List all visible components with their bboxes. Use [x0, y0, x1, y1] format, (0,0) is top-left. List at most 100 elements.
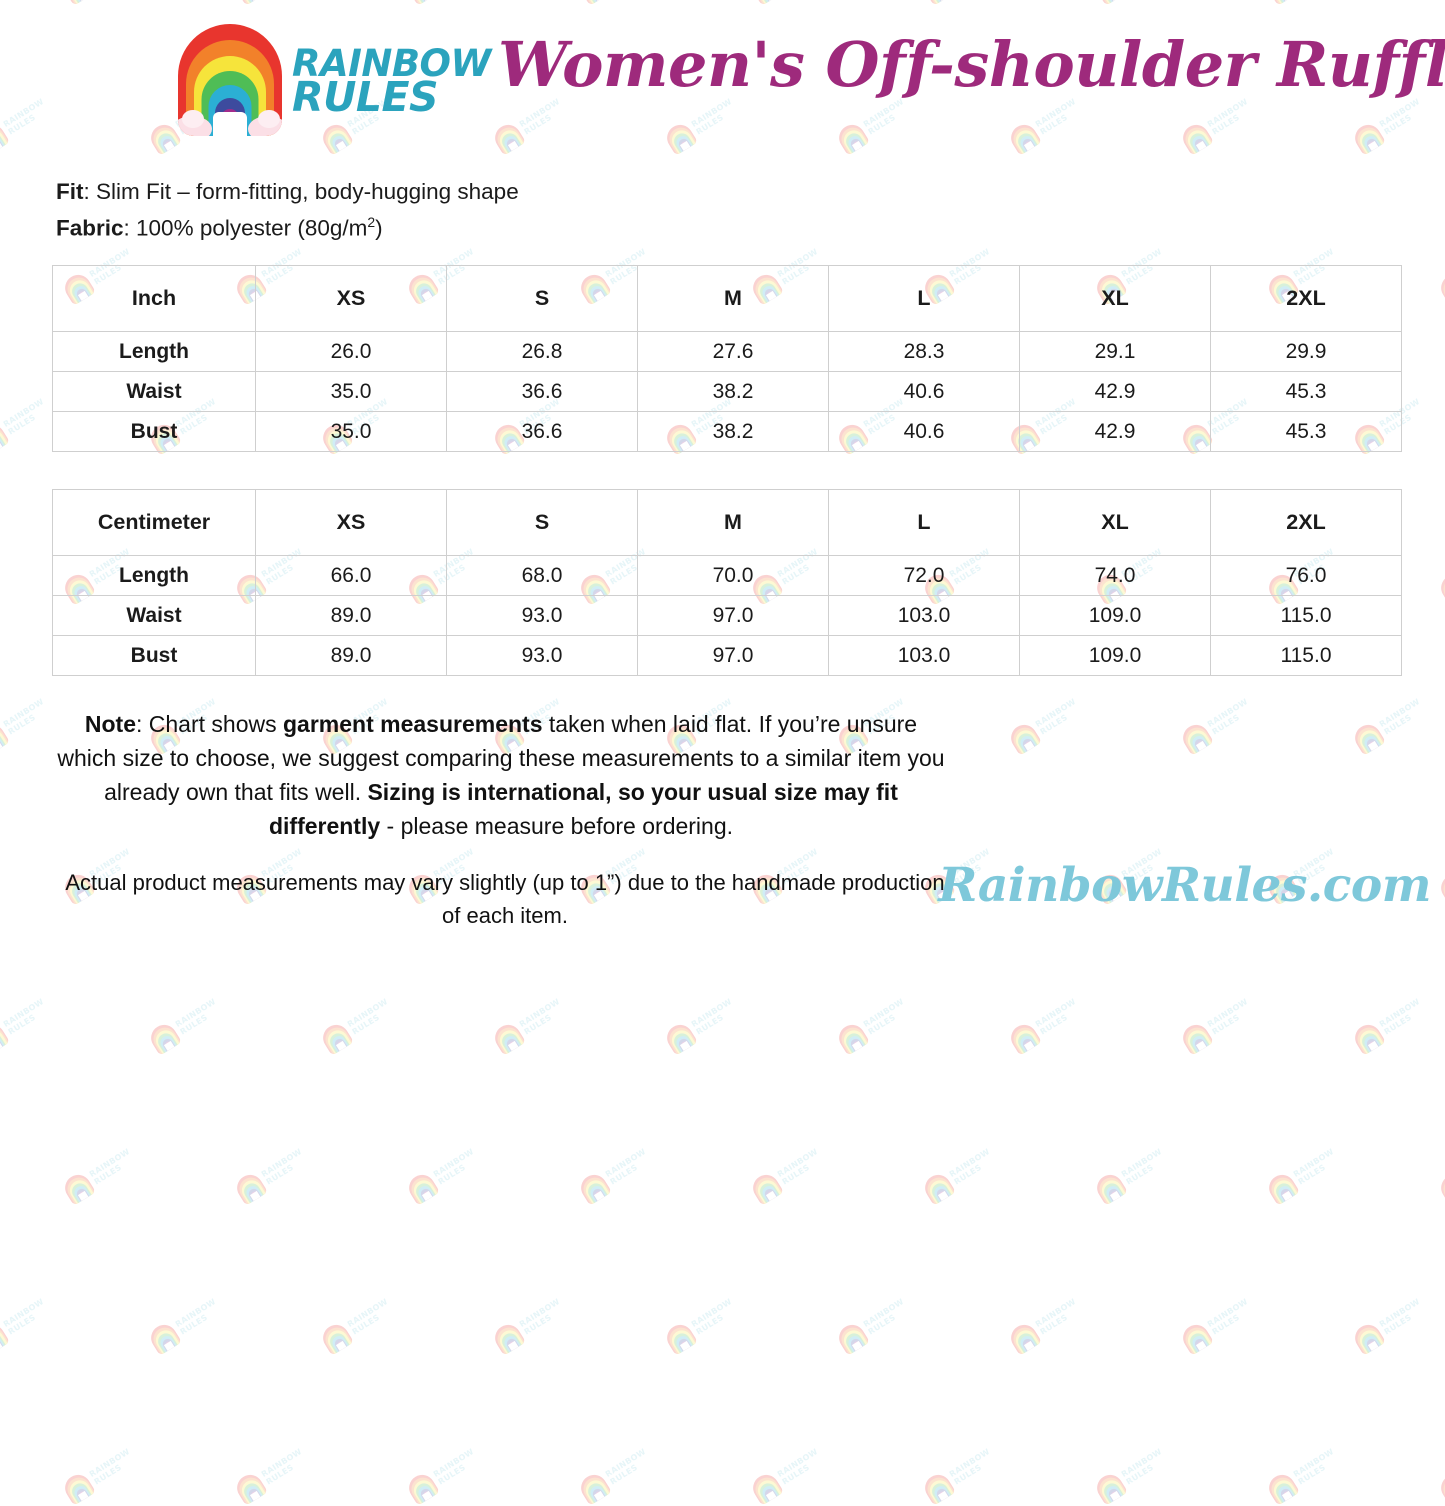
watermark-rainbow-icon — [834, 1019, 871, 1056]
watermark-rainbow-icon — [404, 1469, 441, 1506]
cell-waist-s: 36.6 — [446, 371, 638, 412]
cell-waist-xs: 89.0 — [255, 595, 447, 636]
watermark-rainbow-icon — [146, 1019, 183, 1056]
watermark-rainbow-icon — [0, 1019, 11, 1056]
cloud-left-icon — [178, 110, 212, 136]
note-part-3: - please measure before ordering. — [380, 813, 734, 839]
col-header-m: M — [637, 265, 829, 332]
cell-length-2xl: 29.9 — [1210, 331, 1402, 372]
watermark-rainbow-icon — [1436, 269, 1445, 306]
watermark-rainbow-icon — [920, 1169, 957, 1206]
cell-bust-s: 93.0 — [446, 635, 638, 676]
watermark-rainbow-icon — [576, 1169, 613, 1206]
watermark-rainbow-icon — [232, 1169, 269, 1206]
watermark-rainbow-icon — [1350, 1019, 1387, 1056]
sizing-note: Note: Chart shows garment measurements t… — [56, 707, 946, 843]
brand-line-rules: RULES — [292, 73, 439, 122]
col-header-s: S — [446, 265, 638, 332]
watermark-rainbow-icon — [1178, 1019, 1215, 1056]
variance-disclaimer: Actual product measurements may vary sli… — [65, 870, 945, 928]
rainbow-arch-icon — [178, 24, 282, 136]
cell-length-xs: 66.0 — [255, 555, 447, 596]
watermark-rainbow-icon — [1350, 1319, 1387, 1356]
watermark-rainbow-icon — [662, 1019, 699, 1056]
cell-waist-s: 93.0 — [446, 595, 638, 636]
row-label-bust: Bust — [52, 635, 256, 676]
col-header-xl: XL — [1019, 489, 1211, 556]
col-header-xs: XS — [255, 265, 447, 332]
col-header-l: L — [828, 489, 1020, 556]
unit-header-centimeter: Centimeter — [52, 489, 256, 556]
cell-bust-2xl: 115.0 — [1210, 635, 1402, 676]
table-inch-body: Length 26.0 26.8 27.6 28.3 29.1 29.9 Wai… — [52, 331, 1402, 452]
cell-waist-xl: 109.0 — [1019, 595, 1211, 636]
table-header-row: Centimeter XS S M L XL 2XL — [52, 489, 1402, 556]
watermark-rainbow-icon — [490, 1319, 527, 1356]
note-part-1: : Chart shows — [136, 711, 283, 737]
watermark-rainbow-icon — [1092, 1169, 1129, 1206]
spec-fit-label: Fit — [56, 179, 84, 204]
row-label-waist: Waist — [52, 371, 256, 412]
spec-fabric-value-post: ) — [375, 215, 383, 241]
watermark-rainbow-icon — [1436, 569, 1445, 606]
cell-waist-2xl: 115.0 — [1210, 595, 1402, 636]
table-row: Bust 89.0 93.0 97.0 103.0 109.0 115.0 — [52, 635, 1402, 676]
cell-bust-xl: 109.0 — [1019, 635, 1211, 676]
table-row: Length 66.0 68.0 70.0 72.0 74.0 76.0 — [52, 555, 1402, 596]
watermark-rainbow-icon — [1178, 1319, 1215, 1356]
cell-waist-m: 97.0 — [637, 595, 829, 636]
table-row: Length 26.0 26.8 27.6 28.3 29.1 29.9 — [52, 331, 1402, 372]
col-header-m: M — [637, 489, 829, 556]
cell-waist-xs: 35.0 — [255, 371, 447, 412]
cell-length-l: 72.0 — [828, 555, 1020, 596]
table-inch-head: Inch XS S M L XL 2XL — [52, 265, 1402, 332]
cell-waist-l: 40.6 — [828, 371, 1020, 412]
table-cm-body: Length 66.0 68.0 70.0 72.0 74.0 76.0 Wai… — [52, 555, 1402, 676]
watermark-rainbow-icon — [1436, 1169, 1445, 1206]
watermark-rainbow-icon — [748, 1469, 785, 1506]
size-table-centimeter: Centimeter XS S M L XL 2XL Length 66.0 6… — [52, 489, 1402, 676]
cell-waist-l: 103.0 — [828, 595, 1020, 636]
cell-bust-xl: 42.9 — [1019, 411, 1211, 452]
table-cm-head: Centimeter XS S M L XL 2XL — [52, 489, 1402, 556]
